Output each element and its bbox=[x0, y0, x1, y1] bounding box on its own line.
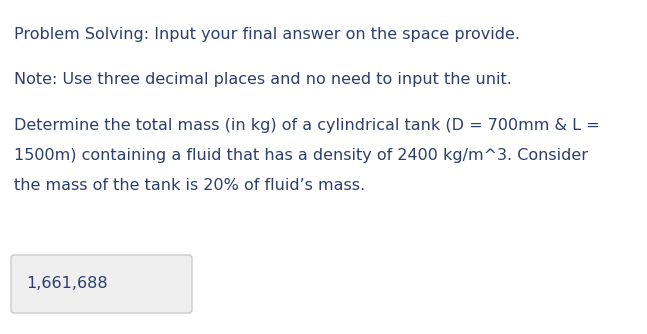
Text: 1,661,688: 1,661,688 bbox=[26, 277, 107, 292]
Text: the mass of the tank is 20% of fluid’s mass.: the mass of the tank is 20% of fluid’s m… bbox=[14, 178, 365, 193]
Text: 1500m) containing a fluid that has a density of 2400 kg/m^3. Consider: 1500m) containing a fluid that has a den… bbox=[14, 148, 588, 163]
Text: Determine the total mass (in kg) of a cylindrical tank (D = 700mm & L =: Determine the total mass (in kg) of a cy… bbox=[14, 118, 600, 133]
Text: Note: Use three decimal places and no need to input the unit.: Note: Use three decimal places and no ne… bbox=[14, 72, 512, 87]
Text: Problem Solving: Input your final answer on the space provide.: Problem Solving: Input your final answer… bbox=[14, 27, 520, 42]
FancyBboxPatch shape bbox=[11, 255, 192, 313]
